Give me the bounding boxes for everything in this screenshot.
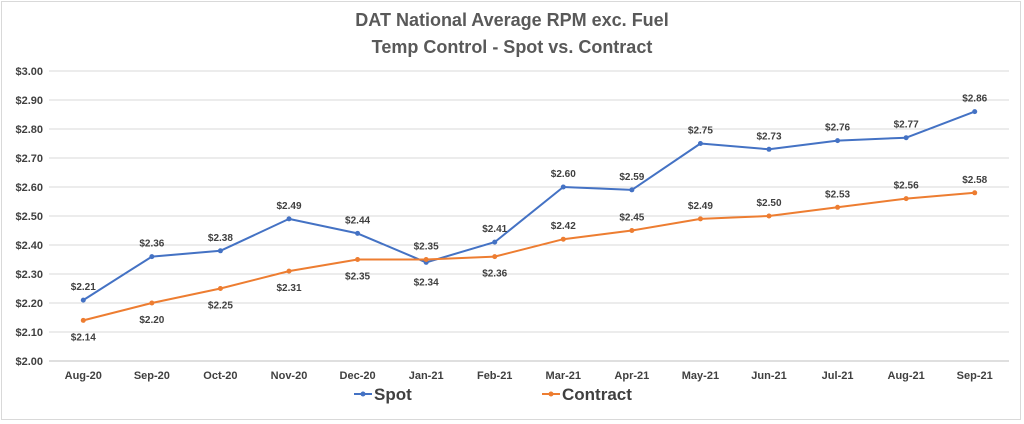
data-point-spot bbox=[217, 248, 223, 254]
legend-marker-contract bbox=[548, 391, 554, 397]
data-label-contract: $2.50 bbox=[756, 198, 781, 209]
x-tick-label: Aug-20 bbox=[65, 370, 102, 382]
data-label-contract: $2.36 bbox=[482, 269, 507, 280]
data-label-contract: $2.25 bbox=[208, 301, 233, 312]
data-label-spot: $2.41 bbox=[482, 224, 507, 235]
data-label-spot: $2.34 bbox=[414, 277, 439, 288]
chart-title: DAT National Average RPM exc. Fuel bbox=[355, 10, 668, 30]
data-labels: $2.21 $2.36 $2.38 $2.49 $2.44 $2.34 $2.41 $2.60… bbox=[71, 94, 988, 344]
data-label-contract: $2.14 bbox=[71, 332, 96, 343]
data-label-contract: $2.35 bbox=[345, 272, 370, 283]
x-tick-label: Mar-21 bbox=[546, 370, 581, 382]
data-point-spot bbox=[560, 184, 566, 190]
y-tick-label: $2.40 bbox=[15, 240, 43, 252]
data-point-spot bbox=[629, 187, 635, 193]
y-axis-ticks: $2.00 $2.10 $2.20 $2.30 $2.40 $2.50 $2.60 $2.70… bbox=[15, 66, 43, 368]
data-point-contract bbox=[80, 317, 86, 323]
y-tick-label: $3.00 bbox=[15, 66, 43, 78]
series-line-contract bbox=[83, 191, 975, 322]
x-tick-label: Jan-21 bbox=[409, 370, 444, 382]
y-tick-label: $2.50 bbox=[15, 211, 43, 223]
legend-label-spot: Spot bbox=[374, 385, 412, 404]
y-tick-label: $2.00 bbox=[15, 356, 43, 368]
data-label-contract: $2.20 bbox=[139, 315, 164, 326]
data-label-spot: $2.77 bbox=[894, 120, 919, 131]
x-tick-label: Sep-21 bbox=[957, 370, 993, 382]
data-point-spot bbox=[149, 254, 155, 260]
data-point-spot bbox=[286, 216, 292, 222]
y-tick-label: $2.30 bbox=[15, 269, 43, 281]
data-point-spot bbox=[766, 146, 772, 152]
x-tick-label: Jul-21 bbox=[822, 370, 854, 382]
data-label-contract: $2.56 bbox=[894, 181, 919, 192]
data-point-spot bbox=[972, 109, 978, 115]
data-label-contract: $2.53 bbox=[825, 189, 850, 200]
series-line-spot bbox=[82, 110, 976, 301]
data-point-contract bbox=[423, 257, 429, 262]
data-point-contract bbox=[492, 254, 498, 260]
data-label-spot: $2.76 bbox=[825, 123, 850, 134]
x-tick-label: May-21 bbox=[682, 370, 719, 382]
x-tick-label: Aug-21 bbox=[888, 370, 925, 382]
data-point-contract bbox=[766, 213, 772, 219]
data-label-contract: $2.42 bbox=[551, 221, 576, 232]
data-label-spot: $2.73 bbox=[756, 131, 781, 142]
data-label-spot: $2.38 bbox=[208, 233, 233, 244]
legend-label-contract: Contract bbox=[562, 385, 632, 404]
data-point-contract bbox=[286, 268, 292, 274]
data-point-spot bbox=[697, 141, 703, 146]
data-point-contract bbox=[560, 236, 566, 242]
data-point-contract bbox=[972, 190, 978, 196]
y-tick-label: $2.60 bbox=[15, 182, 43, 194]
x-tick-label: Jun-21 bbox=[751, 370, 786, 382]
data-label-spot: $2.75 bbox=[688, 126, 713, 137]
legend-marker-spot bbox=[360, 391, 366, 397]
gridlines bbox=[49, 70, 1009, 362]
data-point-contract bbox=[835, 204, 841, 210]
x-tick-label: Apr-21 bbox=[614, 370, 649, 382]
data-point-contract bbox=[355, 257, 361, 262]
data-label-spot: $2.60 bbox=[551, 169, 576, 180]
legend: Spot Contract bbox=[354, 385, 632, 404]
chart-subtitle: Temp Control - Spot vs. Contract bbox=[372, 37, 653, 57]
data-point-spot bbox=[355, 230, 361, 236]
y-tick-label: $2.10 bbox=[15, 327, 43, 339]
data-point-spot bbox=[835, 138, 841, 144]
data-label-spot: $2.86 bbox=[962, 94, 987, 105]
y-tick-label: $2.90 bbox=[15, 95, 43, 107]
data-label-contract: $2.35 bbox=[414, 242, 439, 253]
y-tick-label: $2.70 bbox=[15, 153, 43, 165]
data-point-contract bbox=[217, 286, 223, 291]
data-point-spot bbox=[80, 297, 86, 303]
data-point-spot bbox=[903, 135, 909, 141]
x-tick-label: Dec-20 bbox=[340, 370, 376, 382]
data-label-spot: $2.59 bbox=[619, 172, 644, 183]
x-tick-label: Oct-20 bbox=[203, 370, 237, 382]
data-point-contract bbox=[629, 228, 635, 233]
y-tick-label: $2.80 bbox=[15, 124, 43, 136]
data-point-contract bbox=[903, 196, 909, 202]
data-point-spot bbox=[492, 239, 498, 245]
data-label-contract: $2.58 bbox=[962, 175, 987, 186]
data-label-spot: $2.49 bbox=[276, 201, 301, 212]
x-tick-label: Sep-20 bbox=[134, 370, 170, 382]
data-label-spot: $2.21 bbox=[71, 282, 96, 293]
data-label-contract: $2.49 bbox=[688, 201, 713, 212]
data-point-contract bbox=[149, 300, 155, 306]
data-label-contract: $2.31 bbox=[276, 283, 301, 294]
x-axis-ticks: Aug-20 Sep-20 Oct-20 Nov-20 Dec-20 Jan-21 Feb-… bbox=[65, 370, 993, 382]
x-tick-label: Nov-20 bbox=[271, 370, 308, 382]
line-chart: DAT National Average RPM exc. Fuel Temp … bbox=[15, 10, 1009, 404]
data-label-spot: $2.36 bbox=[139, 239, 164, 250]
series-lines bbox=[80, 109, 978, 323]
y-tick-label: $2.20 bbox=[15, 298, 43, 310]
data-point-contract bbox=[697, 216, 703, 222]
data-label-spot: $2.44 bbox=[345, 215, 370, 226]
x-tick-label: Feb-21 bbox=[477, 370, 512, 382]
data-label-contract: $2.45 bbox=[619, 213, 644, 224]
